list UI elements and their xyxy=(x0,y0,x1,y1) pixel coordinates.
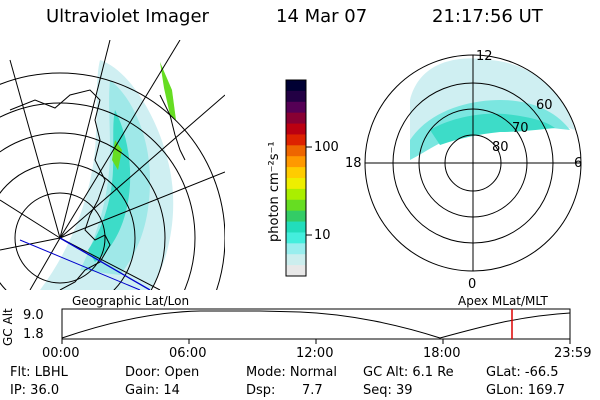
colorbar-segment xyxy=(286,265,306,277)
alt-xtick-0000: 00:00 xyxy=(42,346,80,361)
polar-panel-label: Apex MLat/MLT xyxy=(458,294,548,308)
mlt-label-12: 12 xyxy=(476,49,493,64)
alt-xtick-1800: 18:00 xyxy=(423,346,461,361)
alt-xtick-0600: 06:00 xyxy=(169,346,207,361)
colorbar-segment xyxy=(286,167,306,179)
observation-time: 21:17:56 UT xyxy=(432,6,543,27)
geo-panel-label: Geographic Lat/Lon xyxy=(72,294,190,308)
colorbar-segment xyxy=(286,210,306,223)
alt-xtick-2359: 23:59 xyxy=(554,346,592,361)
status-door: Door: Open xyxy=(125,365,200,380)
colorbar-segment xyxy=(286,90,306,103)
alt-ytick-1-8: 1.8 xyxy=(23,327,44,342)
colorbar-segment xyxy=(286,101,306,114)
colorbar-segment xyxy=(286,199,306,212)
status-mode: Mode: Normal xyxy=(246,365,337,380)
colorbar-segment xyxy=(286,123,306,135)
geo-aurora-emission xyxy=(40,60,176,290)
geo-grid xyxy=(0,40,225,290)
geo-coastline xyxy=(9,89,111,290)
colorbar-segment xyxy=(286,178,306,190)
status-glon: GLon: 169.7 xyxy=(486,383,566,398)
polar-grid xyxy=(364,54,582,272)
colorbar-tick-10: 10 xyxy=(314,228,331,243)
colorbar-segment xyxy=(286,134,306,146)
colorbar-segment xyxy=(286,232,306,244)
colorbar-segment xyxy=(286,243,306,255)
alt-ytick-9: 9.0 xyxy=(23,308,44,323)
status-filter: Flt: LBHL xyxy=(10,365,68,380)
observation-date: 14 Mar 07 xyxy=(276,6,368,27)
alt-ylabel: GC Alt xyxy=(1,308,15,346)
status-gc-alt: GC Alt: 6.1 Re xyxy=(363,365,454,380)
geo-terminator-line xyxy=(59,237,151,290)
altitude-plot-frame xyxy=(61,308,571,340)
mlat-label-70: 70 xyxy=(512,121,529,136)
colorbar-segment xyxy=(286,221,306,233)
status-seq: Seq: 39 xyxy=(363,383,413,398)
colorbar-segment xyxy=(286,80,306,92)
mlt-label-6: 6 xyxy=(574,156,583,171)
mlat-label-60: 60 xyxy=(536,98,553,113)
alt-xtick-1200: 12:00 xyxy=(296,346,334,361)
status-dsp-value: 7.7 xyxy=(302,383,323,398)
status-gain: Gain: 14 xyxy=(125,383,180,398)
mlt-label-0: 0 xyxy=(468,277,477,292)
colorbar-segment xyxy=(286,145,306,157)
altitude-curve xyxy=(61,310,571,339)
colorbar-segment xyxy=(286,254,306,266)
instrument-title: Ultraviolet Imager xyxy=(46,6,209,27)
status-glat: GLat: -66.5 xyxy=(486,365,559,380)
colorbar-unit-label: photon cm⁻²s⁻¹ xyxy=(267,141,282,242)
mlt-label-18: 18 xyxy=(345,156,362,171)
mlat-label-80: 80 xyxy=(492,140,509,155)
colorbar-segment xyxy=(286,156,306,168)
colorbar-tick-100: 100 xyxy=(314,140,339,155)
status-ip: IP: 36.0 xyxy=(10,383,60,398)
colorbar-segment xyxy=(286,188,306,201)
colorbar xyxy=(286,80,306,277)
status-dsp-label: Dsp: xyxy=(246,383,276,398)
colorbar-segment xyxy=(286,112,306,125)
